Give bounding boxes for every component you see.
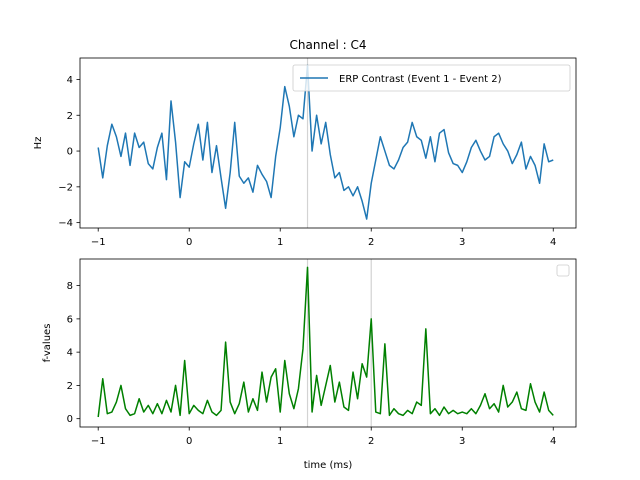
erp-ylabel: Hz bbox=[33, 137, 44, 150]
erp-xtick-label: 1 bbox=[277, 237, 283, 248]
fvalues-x-ticks: −1 0 1 2 3 4 bbox=[91, 427, 556, 447]
erp-xtick-label: 0 bbox=[186, 237, 192, 248]
erp-xtick-label: −1 bbox=[91, 237, 106, 248]
erp-ytick-label: 0 bbox=[67, 147, 73, 158]
erp-ytick-label: 4 bbox=[67, 75, 73, 86]
fvalues-ytick-label: 2 bbox=[67, 381, 73, 392]
erp-y-ticks: −4 −2 0 2 4 bbox=[58, 75, 80, 229]
fvalues-axes-frame bbox=[79, 258, 577, 428]
fvalues-xtick-label: 1 bbox=[277, 436, 283, 447]
fvalues-xtick-label: 4 bbox=[550, 436, 556, 447]
fvalues-ylabel: f-values bbox=[42, 324, 53, 363]
fvalues-ytick-label: 4 bbox=[67, 348, 73, 359]
fvalues-ytick-label: 6 bbox=[67, 314, 73, 325]
fvalues-xtick-label: 2 bbox=[368, 436, 374, 447]
fvalues-xtick-label: 3 bbox=[459, 436, 465, 447]
erp-ytick-label: −4 bbox=[58, 218, 73, 229]
fvalues-xlabel: time (ms) bbox=[304, 460, 353, 471]
fvalues-empty-legend bbox=[556, 264, 570, 277]
erp-xtick-label: 3 bbox=[459, 237, 465, 248]
erp-xtick-label: 4 bbox=[550, 237, 556, 248]
erp-legend-box bbox=[292, 64, 571, 92]
erp-legend-label: ERP Contrast (Event 1 - Event 2) bbox=[339, 74, 502, 85]
fvalues-panel: −1 0 1 2 3 4 0 2 4 6 8 f-values time (ms) bbox=[42, 258, 577, 471]
fvalues-plot-area bbox=[80, 259, 576, 427]
erp-xtick-label: 2 bbox=[368, 237, 374, 248]
erp-x-ticks: −1 0 1 2 3 4 bbox=[91, 228, 556, 248]
fvalues-ytick-label: 8 bbox=[67, 281, 73, 292]
fvalues-xtick-label: 0 bbox=[186, 436, 192, 447]
fvalues-line bbox=[97, 266, 554, 418]
erp-ytick-label: −2 bbox=[58, 182, 73, 193]
fvalues-ytick-label: 0 bbox=[67, 414, 73, 425]
fvalues-xtick-label: −1 bbox=[91, 436, 106, 447]
erp-contrast-line bbox=[97, 64, 554, 220]
figure-title: Channel : C4 bbox=[290, 38, 367, 52]
erp-panel: −1 0 1 2 3 4 −4 −2 0 2 4 Hz ERP Contrast (Event 1… bbox=[33, 57, 577, 248]
erp-axes-frame bbox=[79, 57, 577, 229]
erp-legend: ERP Contrast (Event 1 - Event 2) bbox=[292, 64, 571, 92]
fvalues-y-ticks: 0 2 4 6 8 bbox=[67, 281, 80, 425]
erp-ytick-label: 2 bbox=[67, 111, 73, 122]
